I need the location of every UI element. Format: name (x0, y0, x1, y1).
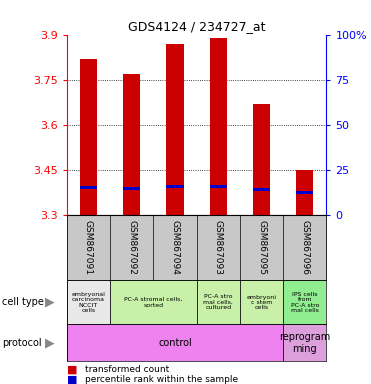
Bar (283, 324, 326, 361)
Bar (210, 38, 227, 215)
Text: control: control (158, 338, 192, 348)
Text: embryonal
carcinoma
NCCIT
cells: embryonal carcinoma NCCIT cells (72, 292, 105, 313)
Bar (197, 280, 240, 324)
Bar (210, 185, 227, 188)
Text: embryoni
c stem
cells: embryoni c stem cells (247, 295, 276, 310)
Bar (296, 191, 313, 194)
Text: GSM867094: GSM867094 (171, 220, 180, 275)
Bar (253, 188, 270, 191)
Text: PC-A stro
mal cells,
cultured: PC-A stro mal cells, cultured (203, 295, 233, 310)
Text: reprogram
ming: reprogram ming (279, 332, 331, 354)
Text: GSM867092: GSM867092 (127, 220, 136, 275)
Bar (240, 280, 283, 324)
Text: ▶: ▶ (45, 296, 55, 309)
Bar (67, 324, 283, 361)
Bar (110, 280, 197, 324)
Bar (166, 185, 184, 188)
Bar (80, 59, 97, 215)
Bar (80, 185, 97, 189)
Text: ▶: ▶ (45, 336, 55, 349)
Bar (283, 280, 326, 324)
Bar (296, 170, 313, 215)
Text: GSM867096: GSM867096 (301, 220, 309, 275)
Bar (123, 187, 140, 190)
Bar (123, 74, 140, 215)
Text: GSM867093: GSM867093 (214, 220, 223, 275)
Text: protocol: protocol (2, 338, 42, 348)
Text: PC-A stromal cells,
sorted: PC-A stromal cells, sorted (124, 297, 183, 308)
Text: ■: ■ (67, 374, 77, 384)
Text: ■: ■ (67, 364, 77, 374)
Title: GDS4124 / 234727_at: GDS4124 / 234727_at (128, 20, 265, 33)
Bar (67, 280, 110, 324)
Text: percentile rank within the sample: percentile rank within the sample (85, 375, 239, 384)
Bar (253, 104, 270, 215)
Text: GSM867095: GSM867095 (257, 220, 266, 275)
Text: GSM867091: GSM867091 (84, 220, 93, 275)
Text: cell type: cell type (2, 297, 44, 308)
Text: IPS cells
from
PC-A stro
mal cells: IPS cells from PC-A stro mal cells (290, 292, 319, 313)
Text: transformed count: transformed count (85, 365, 170, 374)
Bar (166, 43, 184, 215)
